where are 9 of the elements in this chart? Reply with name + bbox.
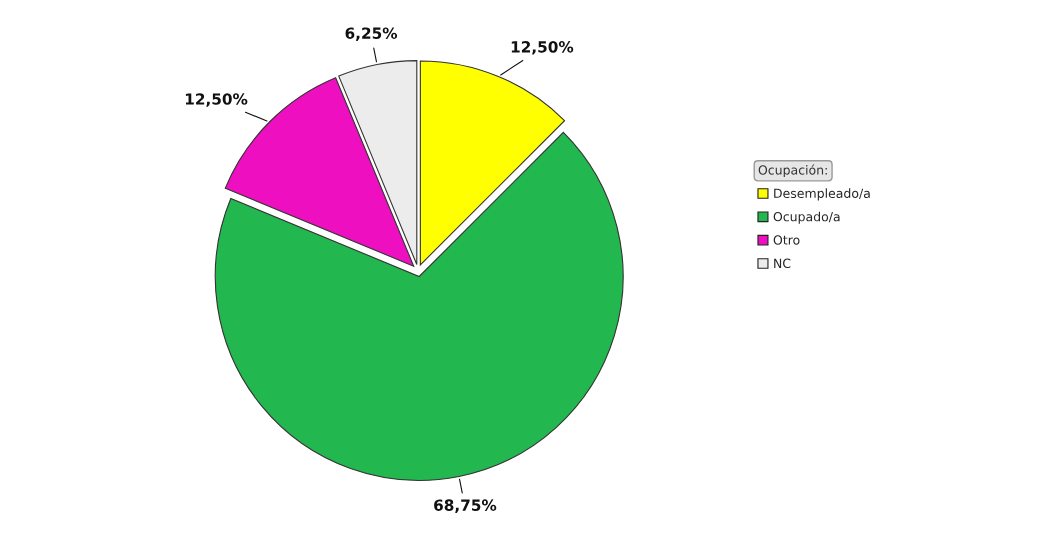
legend-label: Ocupado/a — [773, 211, 840, 224]
data-label: 6,25% — [345, 27, 398, 41]
legend-label: Desempleado/a — [774, 188, 870, 201]
data-label: 12,50% — [511, 41, 574, 55]
legend-label: Otro — [773, 235, 800, 245]
legend-label: NC — [774, 258, 791, 269]
legend-title: Ocupación: — [758, 164, 827, 178]
data-label: 68,75% — [434, 499, 497, 513]
data-label: 12,50% — [185, 93, 248, 107]
